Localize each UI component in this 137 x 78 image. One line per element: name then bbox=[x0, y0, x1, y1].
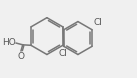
Text: Cl: Cl bbox=[93, 18, 102, 27]
Text: Cl: Cl bbox=[59, 49, 68, 58]
Text: O: O bbox=[18, 52, 25, 61]
Text: HO: HO bbox=[2, 38, 16, 47]
